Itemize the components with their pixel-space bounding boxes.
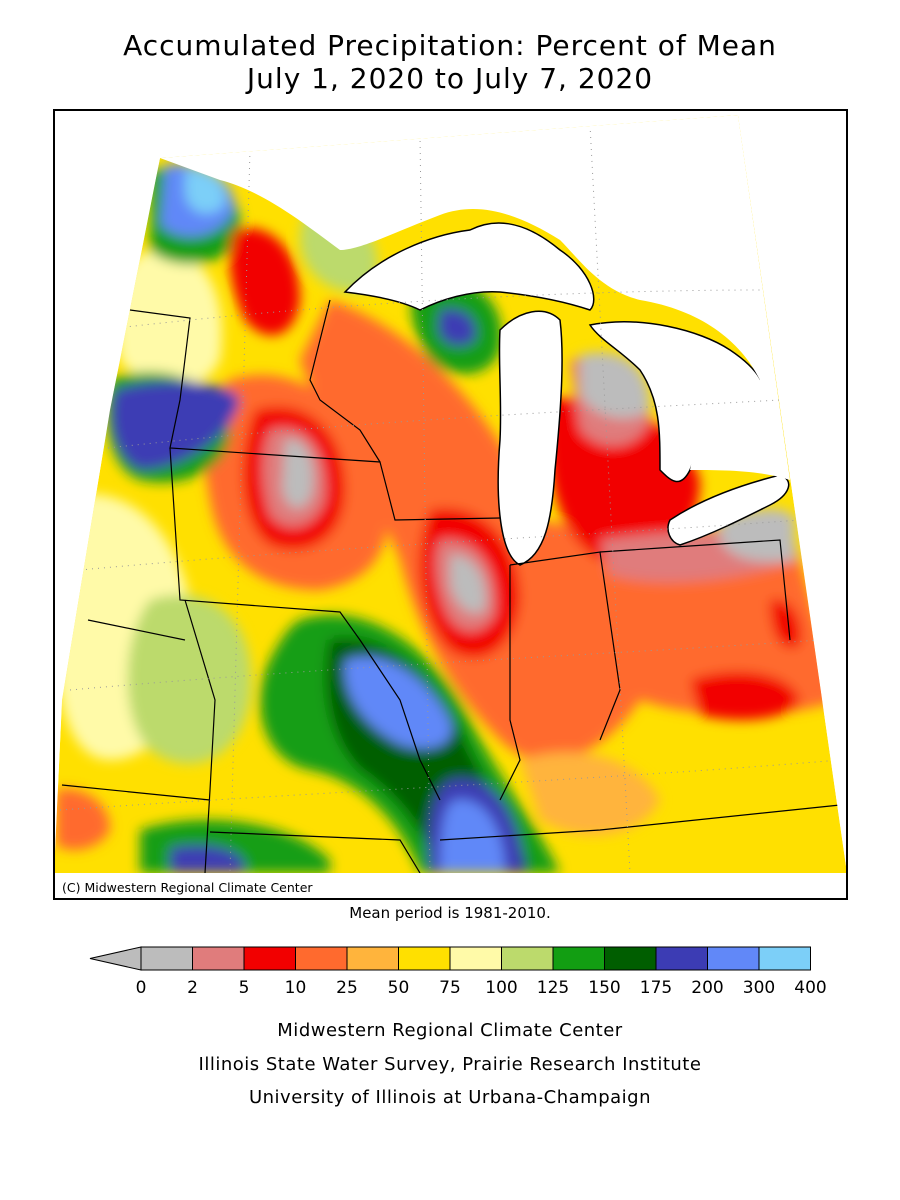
legend-cell [346,946,399,971]
map-frame [53,109,848,900]
zone-red-north [229,228,300,336]
legend-cell [501,946,554,971]
color-legend: 0 2 5 10 25 50 75 100 125 150 175 200 300 400 [89,946,827,998]
legend-tick-label: 100 [485,978,517,998]
credit-isws: Illinois State Water Survey, Prairie Res… [198,1054,702,1075]
legend-tick-label: 0 [136,978,147,998]
legend-cell [604,946,657,971]
zone-gray-central [450,554,486,614]
legend-tick-label: 300 [743,978,775,998]
legend-tick-labels: 0 2 5 10 25 50 75 100 125 150 175 200 300 400 [136,978,827,998]
legend-cell [655,946,708,971]
zone-pale-north [116,248,222,390]
credit-uiuc: University of Illinois at Urbana-Champai… [248,1087,652,1108]
legend-under-range-arrow [89,946,142,971]
lake-erie [667,474,790,546]
zone-blue-northwest [111,381,240,470]
zone-gray-east [720,508,795,562]
zone-blue-upper [438,309,476,347]
map-title: Accumulated Precipitation: Percent of Me… [123,29,777,62]
legend-tick-label: 75 [439,978,461,998]
zone-blue-southwest [170,845,246,873]
zone-red-east [690,671,800,720]
legend-color-cells [89,946,811,971]
graticule [59,124,841,873]
zone-gray-michigan [580,352,651,419]
mean-period-note: Mean period is 1981-2010. [349,904,551,922]
zone-lightgreen-west [127,594,252,764]
canada-land [160,115,790,480]
zone-red-east-ohio [770,599,801,648]
lake-michigan [497,310,563,566]
zone-orange-east [300,300,840,761]
legend-cell [552,946,605,971]
legend-tick-label: 10 [285,978,307,998]
legend-tick-label: 150 [588,978,620,998]
credit-mrcc: Midwestern Regional Climate Center [277,1020,623,1041]
legend-tick-label: 5 [239,978,250,998]
legend-tick-label: 200 [691,978,723,998]
legend-tick-label: 25 [336,978,358,998]
state-boundaries [61,299,841,873]
legend-tick-label: 50 [388,978,410,998]
legend-cell [295,946,348,971]
zone-blue-south-inner [440,799,505,873]
map-date-range: July 1, 2020 to July 7, 2020 [246,62,654,95]
legend-cell [243,946,296,971]
lake-superior [343,222,595,311]
legend-cell [192,946,245,971]
legend-tick-label: 125 [537,978,569,998]
zone-blue-central [344,656,452,749]
legend-tick-label: 2 [187,978,198,998]
legend-cell [758,946,811,971]
legend-cell [398,946,451,971]
legend-cell [140,946,193,971]
zone-orange-southwest [56,789,110,850]
legend-tick-label: 400 [794,978,826,998]
legend-tick-label: 175 [640,978,672,998]
map-copyright: (C) Midwestern Regional Climate Center [58,879,317,896]
zone-lightblue-nw-top [185,169,226,214]
legend-cell [707,946,760,971]
precipitation-field [54,115,847,873]
legend-cell [449,946,502,971]
